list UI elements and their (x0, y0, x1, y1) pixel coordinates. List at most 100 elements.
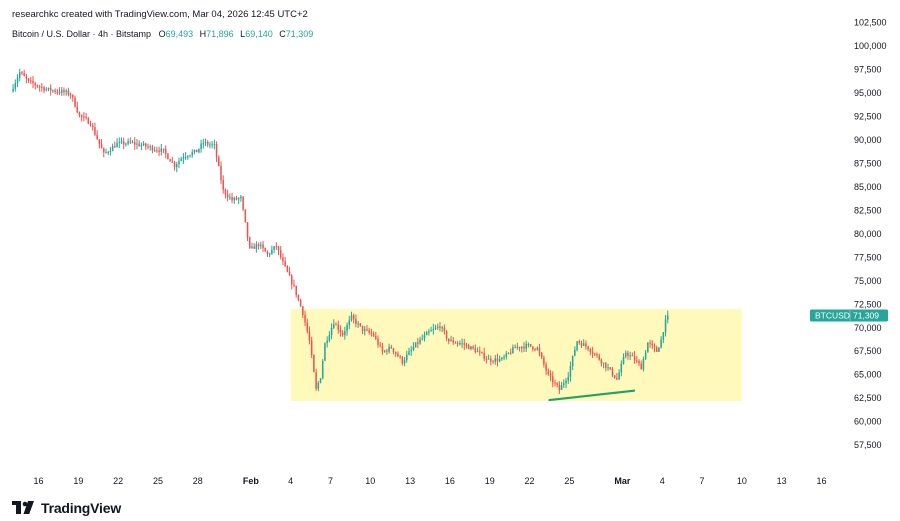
candle-body-184 (419, 339, 421, 344)
candle-body-179 (408, 351, 410, 355)
candle-body-260 (587, 346, 589, 350)
candle-body-213 (483, 352, 485, 359)
candle-body-45 (111, 146, 114, 152)
candle-body-268 (605, 362, 607, 368)
candle-body-174 (397, 353, 399, 357)
candle-body-128 (295, 285, 297, 296)
candle-body-181 (412, 347, 415, 350)
candle-body-44 (109, 151, 112, 153)
candle-body-215 (487, 358, 490, 360)
candle-body-217 (492, 361, 494, 363)
candle-body-138 (317, 382, 320, 389)
candle-body-290 (653, 345, 656, 348)
candle-body-148 (339, 329, 342, 333)
candle-body-283 (638, 361, 640, 364)
candle-body-253 (571, 355, 574, 367)
candle-body-122 (282, 257, 284, 262)
candle-body-25 (67, 90, 70, 95)
candle-body-191 (434, 327, 437, 329)
candle-body-269 (607, 367, 609, 369)
open-value: 69,493 (165, 29, 194, 39)
candle-body-194 (441, 327, 443, 329)
candle-body-201 (456, 343, 459, 345)
candle-body-3 (18, 72, 21, 78)
candle-body-235 (532, 346, 534, 349)
candle-body-244 (551, 376, 554, 383)
candle-body-231 (523, 346, 525, 349)
candle-body-196 (445, 331, 448, 339)
candle-body-12 (38, 86, 41, 88)
candle-body-230 (521, 346, 523, 349)
candle-body-77 (182, 157, 185, 159)
x-tick-label: 10 (365, 476, 375, 486)
candle-body-203 (461, 343, 463, 345)
candle-body-95 (222, 180, 224, 190)
y-tick-label: 75,000 (854, 276, 882, 286)
candle-body-46 (114, 146, 116, 148)
candle-body-5 (23, 73, 25, 77)
candle-body-33 (85, 116, 87, 119)
candle-body-88 (206, 141, 209, 145)
candle-body-288 (649, 342, 651, 344)
candle-body-236 (534, 348, 536, 350)
candle-body-79 (187, 156, 189, 158)
candle-body-118 (273, 246, 275, 250)
candle-body-30 (78, 112, 81, 116)
candle-body-40 (100, 143, 103, 149)
candle-body-291 (655, 347, 658, 352)
candle-body-152 (348, 320, 351, 326)
candle-body-279 (629, 355, 631, 357)
candle-body-98 (229, 197, 231, 199)
candle-body-116 (268, 253, 271, 255)
candle-body-246 (556, 383, 558, 386)
candle-body-220 (498, 359, 501, 362)
candle-body-170 (388, 346, 390, 352)
y-tick-label: 92,500 (854, 112, 882, 122)
tradingview-logo[interactable]: TradingView (12, 500, 121, 516)
candle-body-80 (189, 155, 191, 157)
candle-body-26 (69, 94, 72, 96)
candle-body-27 (72, 94, 74, 98)
candle-body-63 (151, 146, 154, 151)
candle-body-143 (328, 335, 331, 341)
candle-body-111 (257, 244, 260, 246)
candle-body-158 (361, 325, 364, 332)
candle-body-67 (160, 148, 163, 153)
x-tick-label: 16 (445, 476, 455, 486)
x-tick-label: Feb (243, 476, 260, 486)
candle-body-245 (554, 382, 556, 384)
x-tick-label: 19 (73, 476, 83, 486)
chart-credit-text: researchkc created with TradingView.com,… (12, 9, 308, 20)
candle-body-89 (209, 144, 211, 146)
x-tick-label: 4 (288, 476, 293, 486)
candle-body-96 (224, 189, 227, 195)
candle-body-162 (370, 332, 373, 334)
candle-body-252 (569, 366, 572, 377)
candle-body-257 (580, 342, 583, 346)
candle-body-57 (138, 143, 140, 147)
candle-body-28 (74, 97, 76, 107)
candle-body-132 (304, 314, 306, 323)
candle-body-223 (505, 353, 508, 357)
candle-body-1 (14, 83, 17, 89)
y-tick-label: 70,000 (854, 323, 882, 333)
candle-body-165 (377, 338, 379, 345)
candle-body-282 (636, 360, 638, 362)
x-tick-label: 22 (113, 476, 123, 486)
candle-body-216 (490, 358, 492, 362)
candle-body-296 (666, 315, 669, 320)
x-tick-label: 10 (737, 476, 747, 486)
candle-body-58 (140, 145, 143, 147)
x-tick-label: 13 (777, 476, 787, 486)
candle-body-78 (184, 156, 187, 158)
candle-body-185 (421, 338, 424, 340)
candle-body-85 (200, 143, 202, 149)
candle-body-83 (195, 149, 198, 153)
candle-body-16 (47, 87, 50, 90)
candle-body-263 (593, 353, 596, 355)
candle-body-278 (627, 352, 629, 356)
candle-body-51 (125, 143, 127, 145)
x-tick-label: 16 (34, 476, 44, 486)
candle-body-287 (647, 342, 649, 353)
